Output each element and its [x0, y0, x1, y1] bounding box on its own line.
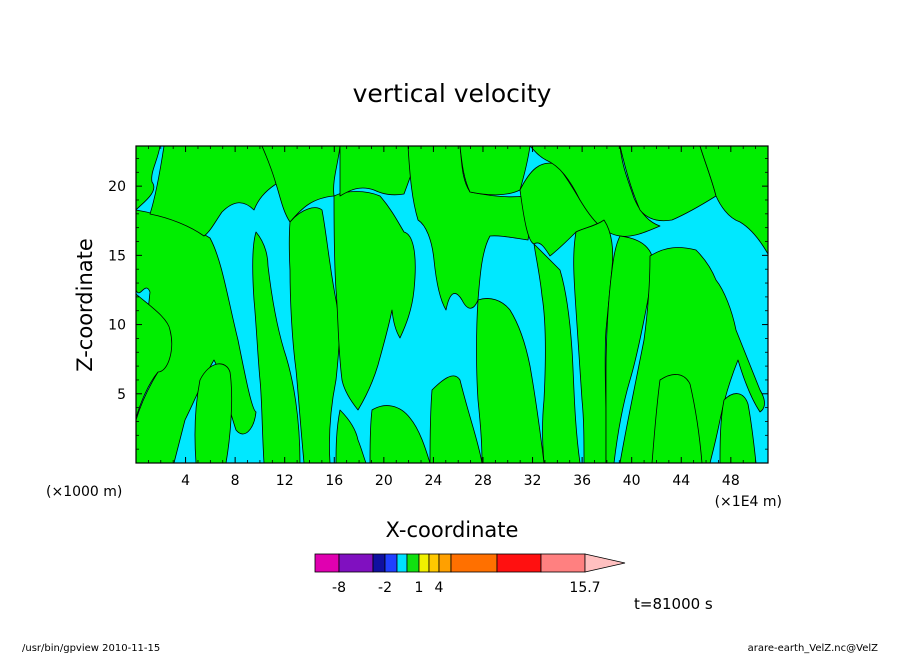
positive-region-1 [135, 145, 161, 211]
y-tick-label: 20 [108, 179, 126, 195]
colorbar-segment [372, 553, 386, 573]
x-tick-label: 20 [375, 473, 393, 489]
x-tick-label: 32 [524, 473, 542, 489]
y-unit-label: (×1E4 m) [715, 494, 782, 510]
y-axis-label: Z-coordinate [73, 238, 97, 372]
colorbar-segment [438, 553, 452, 573]
y-tick-label: 15 [108, 248, 126, 264]
colorbar-segment [496, 553, 542, 573]
footer-right: arare-earth_VelZ.nc@VelZ [748, 643, 879, 654]
plot-frame [135, 145, 769, 464]
positive-region-9 [333, 191, 416, 411]
x-tick-label: 28 [474, 473, 492, 489]
positive-region-11 [335, 409, 367, 464]
x-tick-label: 4 [181, 473, 190, 489]
colorbar-segment [406, 553, 420, 573]
positive-region-18 [476, 298, 545, 464]
colorbar-segment [338, 553, 374, 573]
x-unit-label: (×1000 m) [46, 484, 122, 500]
x-tick-label: 40 [623, 473, 641, 489]
x-tick-label: 16 [325, 473, 343, 489]
colorbar-segment [384, 553, 398, 573]
x-tick-label: 12 [276, 473, 294, 489]
colorbar-tick-label: 4 [435, 580, 444, 596]
positive-region-3 [135, 293, 173, 419]
time-label: t=81000 s [634, 595, 713, 613]
colorbar-segment [396, 553, 408, 573]
y-tick-label: 5 [117, 387, 126, 403]
positive-region-14 [429, 375, 483, 464]
colorbar-tick-label: 15.7 [569, 580, 600, 596]
colorbar-segment [418, 553, 430, 573]
colorbar-segment [540, 553, 586, 573]
x-tick-label: 24 [424, 473, 442, 489]
contour-fills [135, 145, 769, 464]
x-tick-label: 44 [672, 473, 690, 489]
positive-region-25 [651, 374, 703, 464]
x-axis-ticks: 4 8 12 16 20 24 28 32 36 40 44 48 [147, 146, 757, 489]
colorbar-segment [314, 553, 340, 573]
colorbar-tick-label: -2 [378, 580, 392, 596]
positive-region-23 [619, 247, 765, 464]
positive-region-12 [369, 405, 431, 464]
positive-region-24 [699, 145, 769, 255]
colorbar-tick-labels: -8 -2 1 4 15.7 [332, 580, 601, 596]
x-axis-label: X-coordinate [386, 518, 519, 542]
colorbar [314, 553, 626, 573]
positive-region-15 [459, 145, 531, 196]
positive-region-26 [719, 393, 757, 464]
colorbar-arrow [584, 553, 626, 573]
positive-region-4 [194, 363, 233, 464]
chart-title: vertical velocity [353, 79, 552, 108]
x-tick-label: 8 [231, 473, 240, 489]
x-tick-label: 36 [573, 473, 591, 489]
x-tick-label: 48 [722, 473, 740, 489]
y-axis-ticks: 5 10 15 20 [108, 158, 768, 450]
y-tick-label: 10 [108, 318, 126, 334]
colorbar-tick-label: -8 [332, 580, 346, 596]
colorbar-segment [428, 553, 440, 573]
footer-left: /usr/bin/gpview 2010-11-15 [22, 643, 160, 654]
colorbar-tick-label: 1 [415, 580, 424, 596]
positive-region-8 [288, 207, 340, 464]
colorbar-segment [450, 553, 498, 573]
